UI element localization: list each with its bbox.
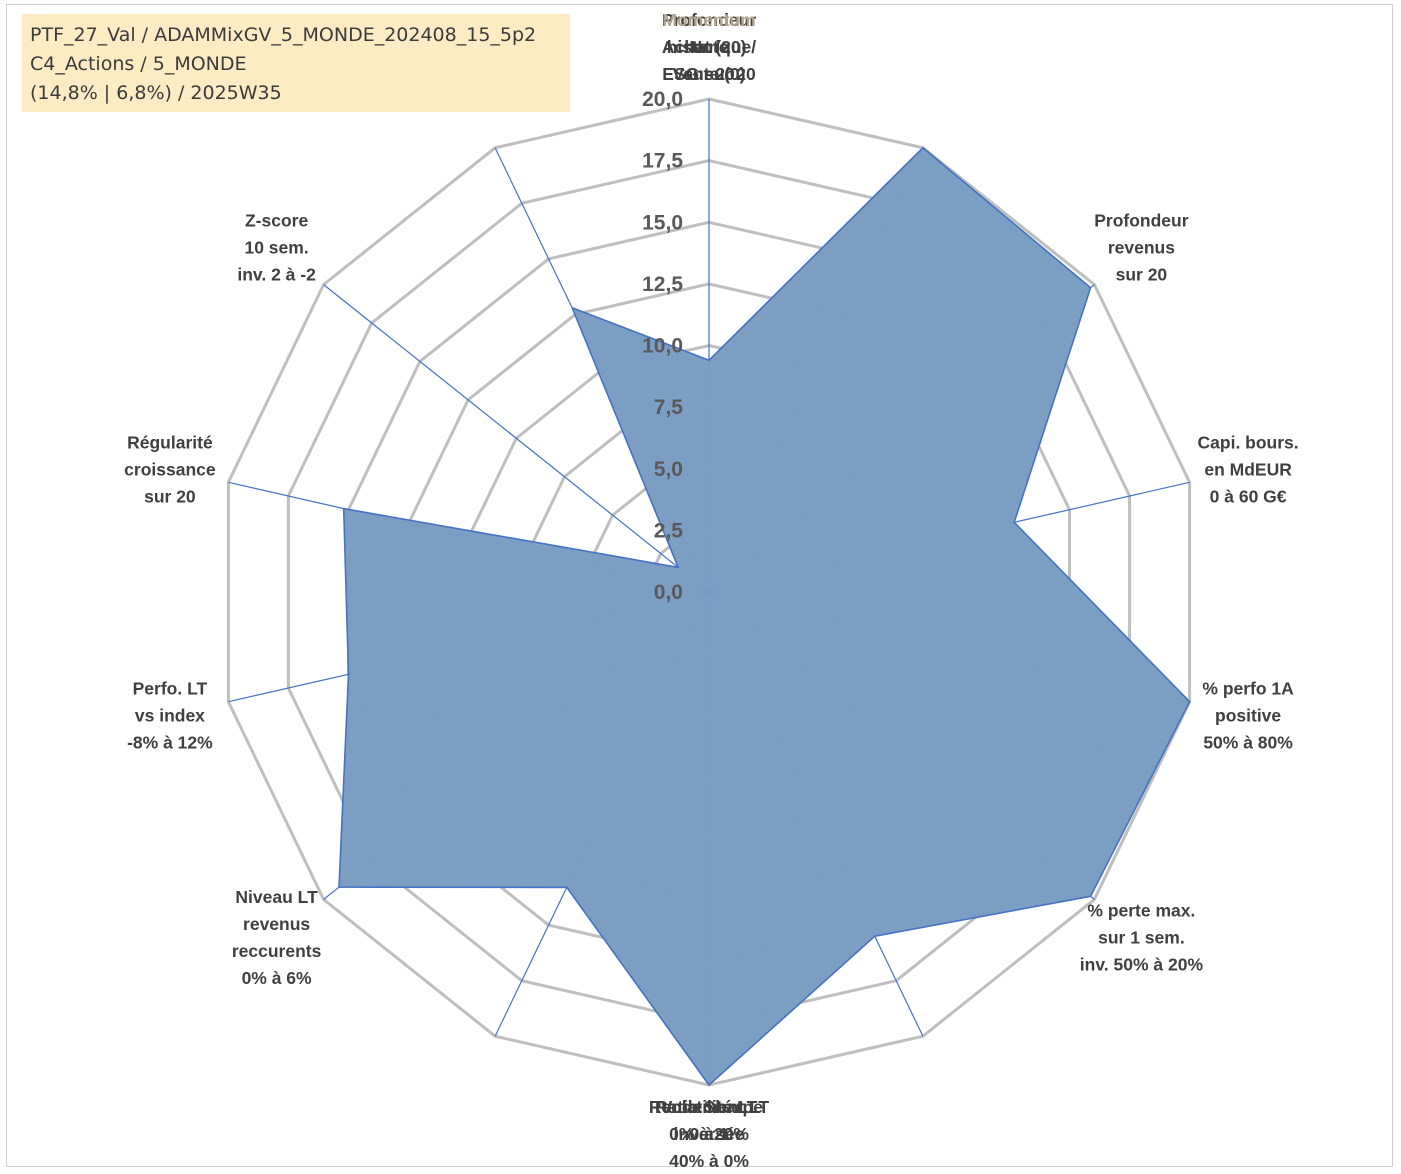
axis-label-line: 40% à 0% [669,1151,749,1171]
axis-label-line: sur 20 [1116,265,1168,285]
axis-label-line: % perfo 1A [1202,679,1294,699]
axis-spoke [323,284,710,593]
tick-label: 5,0 [654,458,683,481]
axis-label-line: revenus [1108,238,1175,258]
axis-label: Note ESG sur 20 [662,37,756,84]
axis-label: Perfo. LT vs index -8% à 12% [127,679,213,753]
tick-label: 12,5 [642,273,683,296]
axis-label-line: Achat (20) / [662,37,756,57]
axis-label-line: Niveau LT [235,887,318,907]
axis-label-line: Momentum [662,10,755,30]
axis-label: Volatilité LT inversée 40% à 0% [661,1097,758,1171]
axis-label: % perte max. sur 1 sem. inv. 50% à 20% [1080,900,1204,974]
axis-label-line: inversée [673,1124,744,1144]
tick-label: 10,0 [642,335,683,358]
axis-label: Capi. bours. en MdEUR 0 à 60 G€ [1198,432,1299,506]
axis-label-line: ESG sur 20 [662,64,756,84]
axis-label-line: Note [690,37,729,57]
axis-label-line: 0 à 1 [690,1124,729,1144]
axis-label-line: inv. 50% à 20% [1080,954,1204,974]
tick-label: 7,5 [654,396,684,419]
axis-label-line: Régularité [127,432,213,452]
axis-label-line: 0 à 60 G€ [1210,486,1287,506]
axis-label: Régularité croissance sur 20 [124,432,216,506]
tick-label: 20,0 [642,88,683,111]
tick-label: 15,0 [642,211,683,234]
info-line-period: (14,8% | 6,8%) / 2025W35 [30,82,282,104]
series-area [338,147,1191,1086]
tick-label: 2,5 [654,519,684,542]
axis-labels: Note ESG sur 20 Profondeur historique sur 20… [124,10,1298,1171]
axis-label-line: Ratio Sharpe [655,1097,763,1117]
axis-label-line: Profondeur [1094,211,1188,231]
axis-label: Profondeur revenus sur 20 [1094,211,1188,285]
axis-label-line: historique [667,37,752,57]
axis-label-line: Profondeur [662,10,756,30]
axis-label-line: sur 1 sem. [1098,927,1185,947]
axis-label-line: positive [1215,706,1281,726]
info-line-portfolio: PTF_27_Val / ADAMMixGV_5_MONDE_202408_15… [30,24,537,46]
portfolio-info-box: PTF_27_Val / ADAMMixGV_5_MONDE_202408_15… [22,14,570,112]
axis-label: Niveau LT revenus reccurents 0% à 6% [232,887,322,988]
axis-label-line: Vente (0) [673,64,746,84]
axis-label-line: Z-score [245,211,308,231]
axis-label-line: Capi. bours. [1198,432,1299,452]
radial-tick-labels: 0,0 2,5 5,0 7,5 10,0 12,5 15,0 17,5 20,0 [642,88,683,604]
axis-label: Z-score 10 sem. inv. 2 à -2 [237,211,316,285]
axis-label-line: croissance [124,459,216,479]
axis-label-line: % perte max. [1087,900,1195,920]
axis-label: % perfo 1A positive 50% à 80% [1202,679,1294,753]
axis-label-line: 0% à 20% [669,1124,749,1144]
axis-label: Profondeur historique sur 20 [662,10,756,84]
info-line-category: C4_Actions / 5_MONDE [30,53,247,75]
axis-label-line: 0% à 6% [242,968,312,988]
axis-label: Rendement LT 0% à 20% [649,1097,770,1144]
tick-label: 0,0 [654,581,683,604]
axis-label-line: vs index [135,706,205,726]
axis-label-line: sur 20 [683,64,735,84]
axis-label-line: Perfo. LT [133,679,208,699]
axis-label-line: 10 sem. [244,238,308,258]
series-polygon [338,147,1191,1086]
axis-label-line: revenus [243,914,310,934]
axis-label-line: inv. 2 à -2 [237,265,316,285]
axis-label-line: Rendement LT [649,1097,770,1117]
axis-label-line: 50% à 80% [1203,733,1293,753]
axis-label: Momentum Achat (20) / Vente (0) [662,10,756,84]
axis-label: Ratio Sharpe 0 à 1 [655,1097,763,1144]
axis-label-line: sur 20 [144,486,196,506]
axis-label-line: -8% à 12% [127,733,213,753]
tick-label: 17,5 [642,150,683,173]
axis-label-line: reccurents [232,941,322,961]
axis-label-line: Volatilité LT [661,1097,758,1117]
axis-label-line: en MdEUR [1204,459,1292,479]
